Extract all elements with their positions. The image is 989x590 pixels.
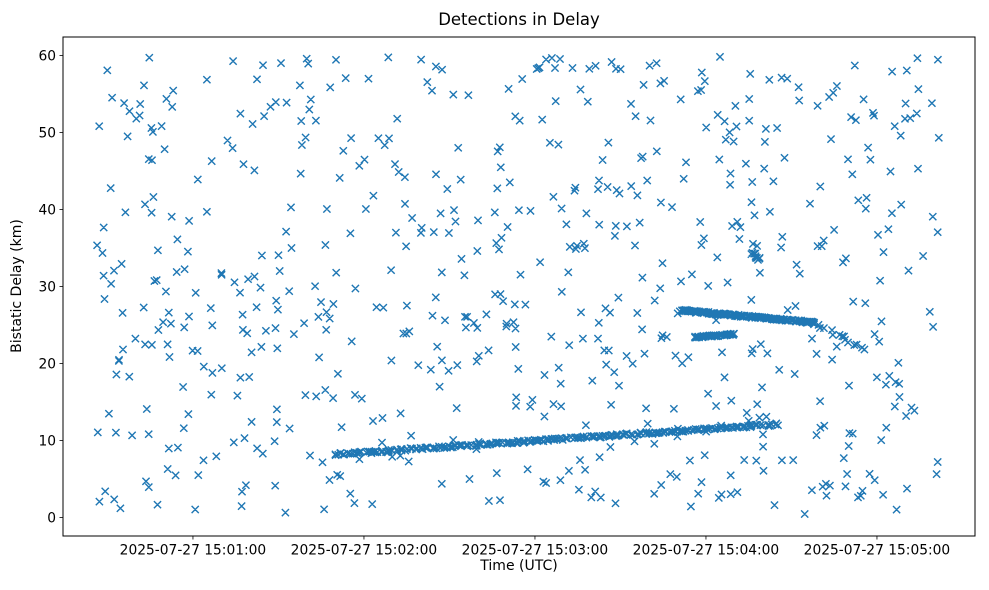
x-axis-label: Time (UTC) [480, 558, 558, 574]
x-tick-label: 2025-07-27 15:02:00 [291, 543, 438, 559]
x-tick-label: 2025-07-27 15:05:00 [804, 543, 951, 559]
x-tick-label: 2025-07-27 15:04:00 [633, 543, 780, 559]
x-tick-label: 2025-07-27 15:03:00 [462, 543, 609, 559]
y-tick-label: 40 [38, 202, 56, 218]
x-tick-label: 2025-07-27 15:01:00 [120, 543, 267, 559]
y-axis-label: Bistatic Delay (km) [9, 219, 25, 353]
detection-markers [93, 52, 943, 519]
y-tick-label: 50 [38, 125, 56, 141]
y-tick-label: 60 [38, 48, 56, 64]
y-ticks: 0 10 20 30 40 50 60 [38, 48, 63, 526]
y-tick-label: 0 [47, 510, 56, 526]
x-ticks: 2025-07-27 15:01:00 2025-07-27 15:02:00 20… [120, 536, 951, 559]
plot-frame [62, 36, 976, 537]
y-tick-label: 30 [38, 279, 56, 295]
chart-title: Detections in Delay [438, 10, 600, 29]
y-tick-label: 20 [38, 356, 56, 372]
y-tick-label: 10 [38, 433, 56, 449]
